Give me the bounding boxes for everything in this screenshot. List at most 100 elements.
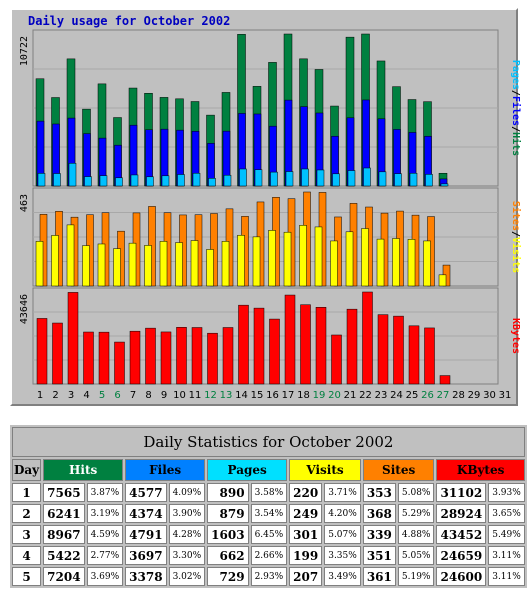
cell-hits-percent: 4.59% <box>86 525 124 544</box>
x-tick-label-day-15: 15 <box>251 390 264 401</box>
bar-kbytes-day-23 <box>377 314 389 385</box>
bar-pages-day-19 <box>316 169 325 187</box>
bar-visits-day-24 <box>392 238 400 287</box>
bar-visits-day-14 <box>237 234 245 287</box>
bar-pages-day-2 <box>53 173 61 187</box>
x-tick-label-day-23: 23 <box>375 390 388 401</box>
bar-visits-day-23 <box>376 238 385 287</box>
bar-pages-day-3 <box>68 163 77 187</box>
bar-kbytes-day-2 <box>52 322 63 385</box>
bar-kbytes-day-9 <box>160 331 172 385</box>
bar-kbytes-day-13 <box>222 327 234 385</box>
bar-pages-day-10 <box>177 174 185 187</box>
table-row: 4 5422 2.77% 3697 3.30% 662 2.66% 199 3.35% 351 5.… <box>12 546 525 565</box>
table-row: 1 7565 3.87% 4577 4.09% 890 3.58% 220 3.71% 353 5.… <box>12 483 525 502</box>
bar-kbytes-day-26 <box>424 327 435 385</box>
bar-visits-day-16 <box>268 230 276 287</box>
bar-kbytes-day-6 <box>114 341 125 385</box>
bar-visits-day-18 <box>299 225 307 287</box>
cell-sites-percent: 5.08% <box>397 483 435 502</box>
cell-kbytes-percent: 5.49% <box>488 525 525 544</box>
legend-files: Files <box>510 96 522 126</box>
bar-pages-day-23 <box>378 171 387 187</box>
cell-pages: 729 <box>207 567 249 586</box>
table-row: 2 6241 3.19% 4374 3.90% 879 3.54% 249 4.20% 368 5.… <box>12 504 525 523</box>
legend-pages: Pages <box>510 60 521 90</box>
cell-visits-percent: 3.49% <box>324 567 361 586</box>
x-tick-label-day-7: 7 <box>130 390 136 401</box>
cell-pages: 890 <box>207 483 249 502</box>
cell-hits-percent: 3.19% <box>86 504 124 523</box>
bar-kbytes-day-8 <box>145 327 156 385</box>
bar-pages-day-20 <box>332 173 340 187</box>
legend-sites: Sites <box>510 201 522 231</box>
cell-sites: 351 <box>362 546 396 565</box>
bar-pages-day-24 <box>394 173 402 187</box>
bar-kbytes-day-5 <box>98 331 110 385</box>
cell-hits-percent: 3.87% <box>86 483 124 502</box>
bar-visits-day-17 <box>283 231 292 287</box>
daily-statistics-table: Daily Statistics for October 2002 Day Hit… <box>10 425 527 588</box>
bar-visits-day-10 <box>175 242 183 287</box>
bar-pages-day-11 <box>192 172 201 187</box>
x-tick-label-day-17: 17 <box>282 390 295 401</box>
bar-visits-day-26 <box>423 240 431 287</box>
x-tick-label-day-16: 16 <box>266 390 279 401</box>
x-tick-label-day-28: 28 <box>452 390 465 401</box>
bar-pages-day-15 <box>254 169 263 187</box>
bar-visits-day-22 <box>361 228 369 287</box>
cell-kbytes-percent: 3.93% <box>488 483 525 502</box>
bar-kbytes-day-10 <box>176 327 187 385</box>
cell-sites-percent: 5.19% <box>397 567 435 586</box>
bar-kbytes-day-15 <box>253 307 265 385</box>
cell-sites: 361 <box>362 567 396 586</box>
x-tick-label-day-29: 29 <box>468 390 481 401</box>
x-tick-label-day-11: 11 <box>189 390 202 401</box>
x-tick-label-day-19: 19 <box>313 390 326 401</box>
cell-hits: 7565 <box>43 483 85 502</box>
daily-statistics-panel: Daily Statistics for October 2002 Day Hit… <box>10 425 527 588</box>
x-tick-label-day-9: 9 <box>161 390 167 401</box>
usage-chart: Daily usage for October 200210722Pages/F… <box>19 14 522 401</box>
cell-sites-percent: 4.88% <box>397 525 435 544</box>
bar-visits-day-11 <box>190 240 199 287</box>
bar-pages-day-4 <box>84 176 92 187</box>
column-header-visits: Visits <box>289 459 361 481</box>
cell-files: 4577 <box>125 483 167 502</box>
column-header-day: Day <box>12 459 42 481</box>
cell-pages-percent: 6.45% <box>250 525 288 544</box>
bar-pages-day-17 <box>285 171 294 187</box>
cell-kbytes: 24659 <box>436 546 487 565</box>
cell-day: 3 <box>12 525 42 544</box>
bar-pages-day-13 <box>223 174 232 187</box>
table-row: 5 7204 3.69% 3378 3.02% 729 2.93% 207 3.49% 361 5.… <box>12 567 525 586</box>
column-header-sites: Sites <box>362 459 435 481</box>
cell-files: 4791 <box>125 525 167 544</box>
bar-visits-day-13 <box>221 241 230 287</box>
table-row: 3 8967 4.59% 4791 4.28% 1603 6.45% 301 5.07% 339 4… <box>12 525 525 544</box>
bar-kbytes-day-12 <box>207 332 218 385</box>
cell-visits-percent: 4.20% <box>324 504 361 523</box>
bar-pages-day-14 <box>239 168 247 187</box>
bar-kbytes-day-4 <box>83 331 94 385</box>
axis-max-label: 43646 <box>19 294 30 324</box>
cell-files-percent: 3.02% <box>168 567 206 586</box>
bar-pages-day-27 <box>440 183 449 187</box>
x-tick-label-day-5: 5 <box>99 390 105 401</box>
bar-kbytes-day-20 <box>331 334 342 385</box>
x-tick-label-day-30: 30 <box>483 390 496 401</box>
bar-pages-day-12 <box>208 178 216 187</box>
x-tick-label-day-31: 31 <box>499 390 512 401</box>
bar-pages-day-9 <box>161 175 170 187</box>
x-tick-label-day-4: 4 <box>83 390 89 401</box>
cell-hits: 7204 <box>43 567 85 586</box>
bar-pages-day-18 <box>301 168 309 187</box>
column-header-hits: Hits <box>43 459 124 481</box>
x-tick-label-day-18: 18 <box>297 390 310 401</box>
cell-files: 4374 <box>125 504 167 523</box>
bar-pages-day-22 <box>363 167 371 187</box>
x-tick-label-day-14: 14 <box>235 390 248 401</box>
bar-visits-day-7 <box>128 242 137 287</box>
x-tick-label-day-25: 25 <box>406 390 419 401</box>
x-tick-label-day-12: 12 <box>204 390 217 401</box>
